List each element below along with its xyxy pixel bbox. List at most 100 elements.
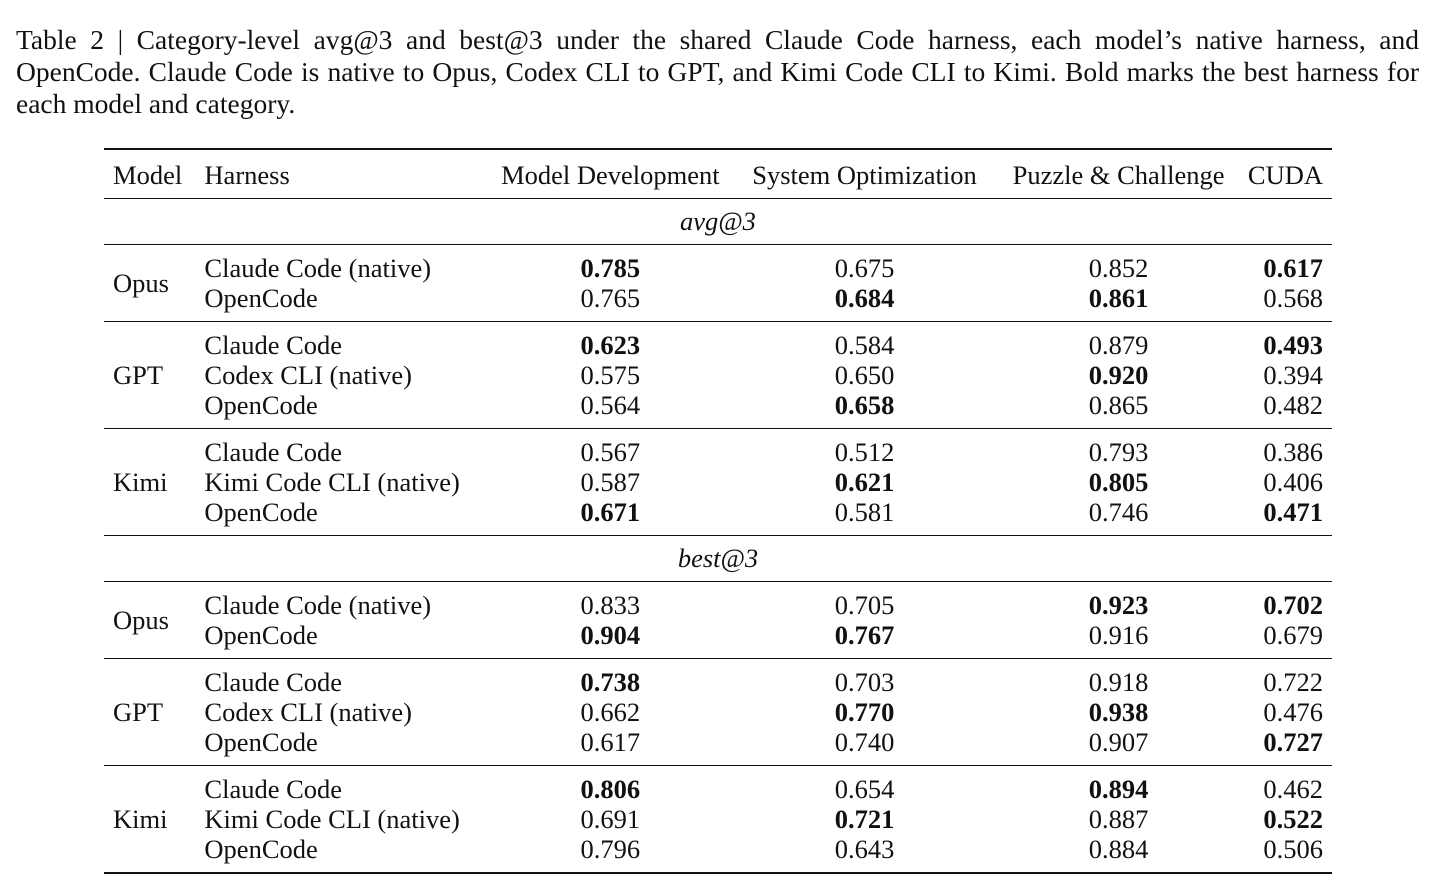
value-cell-system-optimization: 0.767 — [834, 620, 895, 650]
value-cell-puzzle-challenge: 0.861 — [1088, 283, 1149, 313]
value-cell-model-development: 0.671 — [580, 497, 641, 527]
value-cell-cuda: 0.493 — [1263, 330, 1323, 360]
harness-cell: OpenCode — [204, 283, 318, 313]
table-row: Kimi Claude Code 0.567 0.512 0.793 0.386 — [104, 429, 1332, 497]
value-cell-model-development: 0.833 — [580, 590, 641, 620]
value-cell-cuda: 0.617 — [1263, 253, 1323, 283]
value-cell-cuda: 0.522 — [1263, 804, 1323, 834]
value-cell-puzzle-challenge: 0.865 — [1088, 390, 1149, 420]
value-cell-cuda: 0.406 — [1263, 467, 1323, 497]
harness-cell: Kimi Code CLI (native) — [204, 467, 460, 497]
harness-cell: OpenCode — [204, 497, 318, 527]
value-cell-cuda: 0.462 — [1263, 774, 1323, 804]
model-cell: Kimi — [113, 467, 168, 497]
value-cell-puzzle-challenge: 0.852 — [1088, 253, 1149, 283]
value-cell-cuda: 0.702 — [1263, 590, 1323, 620]
harness-cell: OpenCode — [204, 620, 318, 650]
value-cell-system-optimization: 0.581 — [834, 497, 895, 527]
value-cell-system-optimization: 0.584 — [834, 330, 895, 360]
value-cell-puzzle-challenge: 0.879 — [1088, 330, 1149, 360]
harness-cell: Codex CLI (native) — [204, 360, 412, 390]
header-model-development: Model Development — [501, 159, 720, 190]
results-table: Model Harness Model Development System O… — [104, 148, 1332, 874]
table-row: OpenCode 0.796 0.643 0.884 0.506 — [104, 834, 1332, 873]
table-body: avg@3 Opus Claude Code (native) 0.785 0.675 0… — [104, 198, 1332, 873]
value-cell-puzzle-challenge: 0.918 — [1088, 667, 1149, 697]
value-cell-model-development: 0.691 — [580, 804, 641, 834]
table-row: Codex CLI (native) 0.662 0.770 0.938 0.476 — [104, 697, 1332, 727]
harness-cell: OpenCode — [204, 390, 318, 420]
value-cell-system-optimization: 0.658 — [834, 390, 895, 420]
value-cell-model-development: 0.785 — [580, 253, 641, 283]
value-cell-cuda: 0.394 — [1263, 360, 1323, 390]
value-cell-model-development: 0.575 — [580, 360, 641, 390]
value-cell-puzzle-challenge: 0.923 — [1088, 590, 1149, 620]
header-system-optimization: System Optimization — [752, 159, 977, 190]
harness-cell: OpenCode — [204, 727, 318, 757]
harness-cell: Claude Code — [204, 667, 343, 697]
value-cell-puzzle-challenge: 0.884 — [1088, 834, 1149, 864]
table-row: Kimi Code CLI (native) 0.587 0.621 0.805 0.4… — [104, 467, 1332, 497]
value-cell-system-optimization: 0.512 — [834, 437, 895, 467]
header-cuda: CUDA — [1247, 159, 1323, 190]
header-row: Model Harness Model Development System O… — [104, 149, 1332, 199]
value-cell-cuda: 0.679 — [1263, 620, 1323, 650]
harness-cell: OpenCode — [204, 834, 318, 864]
table-row: GPT Claude Code 0.623 0.584 0.879 0.493 — [104, 322, 1332, 390]
section-label: avg@3 — [104, 198, 1332, 245]
value-cell-puzzle-challenge: 0.894 — [1088, 774, 1149, 804]
model-cell: Opus — [113, 268, 169, 298]
table-caption: Table 2 | Category-level avg@3 and best@… — [16, 24, 1419, 119]
value-cell-model-development: 0.765 — [580, 283, 641, 313]
value-cell-cuda: 0.568 — [1263, 283, 1323, 313]
harness-cell: Claude Code — [204, 330, 343, 360]
value-cell-system-optimization: 0.705 — [834, 590, 895, 620]
table-row: GPT Claude Code 0.738 0.703 0.918 0.722 — [104, 659, 1332, 727]
header-model: Model — [113, 159, 183, 190]
value-cell-system-optimization: 0.770 — [834, 697, 895, 727]
value-cell-puzzle-challenge: 0.907 — [1088, 727, 1149, 757]
section-header-row: best@3 — [104, 535, 1332, 582]
model-cell: GPT — [113, 360, 164, 390]
value-cell-system-optimization: 0.684 — [834, 283, 895, 313]
value-cell-system-optimization: 0.643 — [834, 834, 895, 864]
value-cell-cuda: 0.722 — [1263, 667, 1323, 697]
value-cell-puzzle-challenge: 0.887 — [1088, 804, 1149, 834]
value-cell-puzzle-challenge: 0.920 — [1088, 360, 1149, 390]
value-cell-model-development: 0.564 — [580, 390, 641, 420]
table-row: OpenCode 0.904 0.767 0.916 0.679 — [104, 620, 1332, 659]
harness-cell: Claude Code — [204, 774, 343, 804]
value-cell-model-development: 0.662 — [580, 697, 641, 727]
value-cell-system-optimization: 0.650 — [834, 360, 895, 390]
value-cell-model-development: 0.617 — [580, 727, 641, 757]
value-cell-puzzle-challenge: 0.938 — [1088, 697, 1149, 727]
value-cell-cuda: 0.482 — [1263, 390, 1323, 420]
value-cell-puzzle-challenge: 0.916 — [1088, 620, 1149, 650]
table-row: Opus Claude Code (native) 0.833 0.705 0.923 0… — [104, 582, 1332, 635]
value-cell-system-optimization: 0.703 — [834, 667, 895, 697]
header-puzzle-challenge: Puzzle & Challenge — [1012, 159, 1225, 190]
value-cell-model-development: 0.904 — [580, 620, 641, 650]
model-cell: Kimi — [113, 804, 168, 834]
value-cell-puzzle-challenge: 0.746 — [1088, 497, 1149, 527]
value-cell-cuda: 0.476 — [1263, 697, 1323, 727]
table-row: OpenCode 0.765 0.684 0.861 0.568 — [104, 283, 1332, 322]
model-cell: Opus — [113, 605, 169, 635]
value-cell-model-development: 0.806 — [580, 774, 641, 804]
header-harness: Harness — [204, 159, 290, 190]
value-cell-puzzle-challenge: 0.805 — [1088, 467, 1149, 497]
value-cell-cuda: 0.471 — [1263, 497, 1323, 527]
table-row: Kimi Claude Code 0.806 0.654 0.894 0.462 — [104, 766, 1332, 834]
value-cell-model-development: 0.567 — [580, 437, 641, 467]
value-cell-cuda: 0.506 — [1263, 834, 1323, 864]
harness-cell: Codex CLI (native) — [204, 697, 412, 727]
harness-cell: Claude Code — [204, 437, 343, 467]
section-header-row: avg@3 — [104, 198, 1332, 245]
value-cell-system-optimization: 0.621 — [834, 467, 895, 497]
harness-cell: Claude Code (native) — [204, 253, 432, 283]
harness-cell: Claude Code (native) — [204, 590, 432, 620]
value-cell-system-optimization: 0.654 — [834, 774, 895, 804]
harness-cell: Kimi Code CLI (native) — [204, 804, 460, 834]
table-row: Opus Claude Code (native) 0.785 0.675 0.852 0… — [104, 245, 1332, 298]
